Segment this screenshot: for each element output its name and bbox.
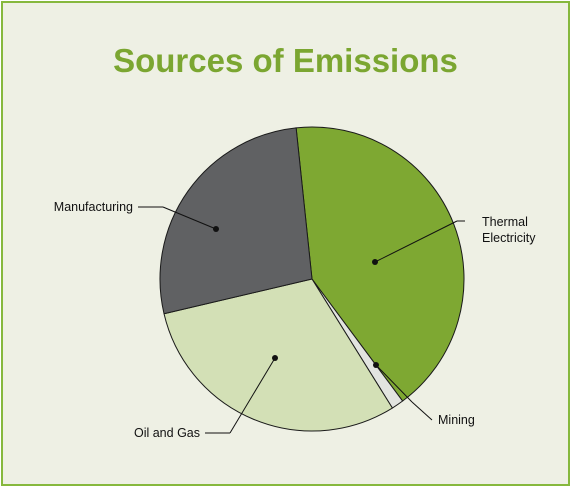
- leader-line-manufacturing: [162, 206, 217, 230]
- leader-dot-thermal: [372, 259, 378, 265]
- slice-label-manufacturing: Manufacturing: [54, 200, 133, 214]
- slice-label-oilgas: Oil and Gas: [134, 426, 200, 440]
- chart-title: Sources of Emissions: [113, 42, 458, 79]
- leader-line-oilgas: [229, 357, 276, 434]
- slice-label-thermal-line1: Thermal: [482, 215, 528, 229]
- pie-slice-oil-and-gas: [163, 278, 393, 432]
- leader-dot-manufacturing: [213, 226, 219, 232]
- leader-dot-mining: [373, 362, 379, 368]
- pie-slice-manufacturing: [159, 127, 313, 315]
- slice-label-thermal-line2: Electricity: [482, 231, 536, 245]
- leader-line-mining: [375, 364, 413, 403]
- pie-slices: [159, 126, 465, 432]
- leader-tick-mining: [411, 401, 433, 421]
- leader-dot-oilgas: [272, 355, 278, 361]
- pie-slice-thermal-electricity: [295, 126, 465, 402]
- slice-label-mining: Mining: [438, 413, 475, 427]
- leader-line-thermal: [374, 220, 458, 263]
- pie-labels: Thermal Electricity Mining Oil and Gas M…: [54, 200, 536, 440]
